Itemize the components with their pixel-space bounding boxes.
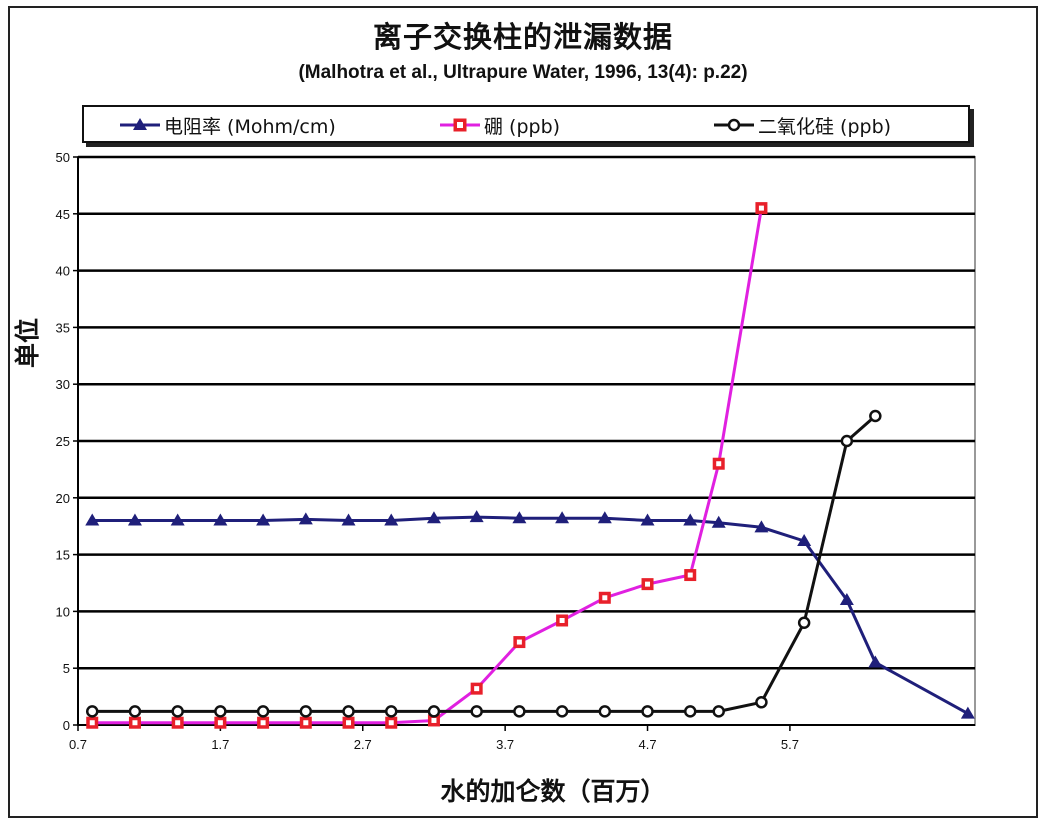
data-point-boron-inner [602,595,608,601]
data-point-resistivity [256,513,271,526]
y-tick-label: 25 [56,434,70,449]
y-tick-label: 0 [63,718,70,733]
y-tick-label: 15 [56,548,70,563]
data-point-silica [755,696,768,709]
chart-legend: 电阻率 (Mohm/cm) 硼 (ppb) 二氧化硅 (ppb) [82,105,970,143]
data-point-resistivity [960,706,975,719]
grid-layer [77,155,976,726]
legend-item-resistivity: 电阻率 (Mohm/cm) [120,111,336,139]
data-point-silica [171,705,184,718]
data-point-boron-inner [474,686,480,692]
data-point-silica [555,705,569,718]
data-point-boron-inner [175,720,181,726]
data-point-silica [513,705,526,718]
data-point-resistivity [426,511,441,524]
data-point-boron-inner [303,720,309,726]
data-point-silica [641,705,654,718]
data-point-silica [128,705,142,718]
data-point-silica [427,705,441,718]
data-point-boron-inner [645,581,651,587]
y-tick-label: 40 [56,264,70,279]
data-point-resistivity [797,533,812,546]
data-point-silica [840,434,854,448]
y-tick-label: 50 [56,150,70,165]
triangle-marker-icon [120,118,160,130]
data-point-resistivity [754,520,769,533]
legend-item-silica: 二氧化硅 (ppb) [714,111,891,139]
data-point-resistivity [213,513,228,526]
x-tick-label: 5.7 [781,737,799,752]
data-point-resistivity [555,511,570,524]
data-point-boron-inner [346,720,352,726]
data-point-silica [299,705,313,718]
x-axis-label: 水的加仑数（百万） [440,777,666,806]
y-tick-label: 20 [56,491,70,506]
data-point-silica [85,705,99,718]
data-point-silica [712,705,725,718]
data-point-silica [598,705,612,718]
axis-layer: 0 5 10 15 20 25 30 35 40 45 50 0.7 1.7 2.7 3.7 4.7 5.7 [56,150,975,752]
data-point-resistivity [839,593,854,606]
series-layer [85,202,975,729]
data-point-resistivity [868,655,883,668]
data-point-silica [470,705,483,718]
y-tick-label: 10 [56,604,70,619]
data-point-resistivity [597,511,612,524]
data-point-boron-inner [388,720,394,726]
legend-label-resistivity: 电阻率 (Mohm/cm) [164,115,336,138]
data-point-resistivity [298,512,313,525]
data-point-resistivity [711,515,726,528]
data-point-resistivity [170,513,185,526]
data-point-boron-inner [89,720,95,726]
data-point-resistivity [469,510,484,523]
data-point-boron-inner [716,461,722,467]
data-point-silica [384,705,398,718]
data-point-resistivity [683,513,698,526]
data-point-boron-inner [217,720,223,726]
data-point-silica [869,409,882,423]
data-point-boron-inner [516,639,522,645]
data-point-resistivity [341,513,356,526]
series-line-2 [92,414,877,713]
data-point-silica [256,705,270,718]
data-point-boron-inner [431,717,437,723]
x-tick-label: 2.7 [354,737,372,752]
data-point-resistivity [640,513,655,526]
data-point-resistivity [127,513,142,526]
legend-label-boron: 硼 (ppb) [484,115,561,138]
legend-label-silica: 二氧化硅 (ppb) [758,115,892,138]
data-point-silica [683,705,697,718]
chart-subtitle: (Malhotra et al., Ultrapure Water, 1996,… [298,62,748,83]
y-axis-label: 单位 [13,317,42,368]
x-tick-label: 3.7 [496,737,514,752]
square-marker-icon [440,118,480,132]
data-point-silica [342,705,355,718]
chart-title: 离子交换柱的泄漏数据 [372,20,673,54]
x-tick-label: 0.7 [69,737,87,752]
y-tick-label: 35 [56,320,70,335]
y-tick-label: 5 [63,661,70,676]
circle-marker-icon [714,118,754,132]
data-point-boron-inner [687,572,693,578]
data-point-boron-inner [132,720,138,726]
data-point-boron-inner [758,205,764,211]
data-point-boron-inner [260,720,266,726]
data-point-resistivity [85,513,100,526]
data-point-boron-inner [559,617,565,623]
data-point-resistivity [512,511,527,524]
y-tick-label: 30 [56,377,70,392]
legend-item-boron: 硼 (ppb) [440,111,560,139]
x-tick-label: 4.7 [638,737,656,752]
y-tick-label: 45 [56,207,70,222]
x-tick-label: 1.7 [211,737,229,752]
data-point-silica [214,705,227,718]
data-point-silica [797,616,811,630]
data-point-resistivity [384,513,399,526]
